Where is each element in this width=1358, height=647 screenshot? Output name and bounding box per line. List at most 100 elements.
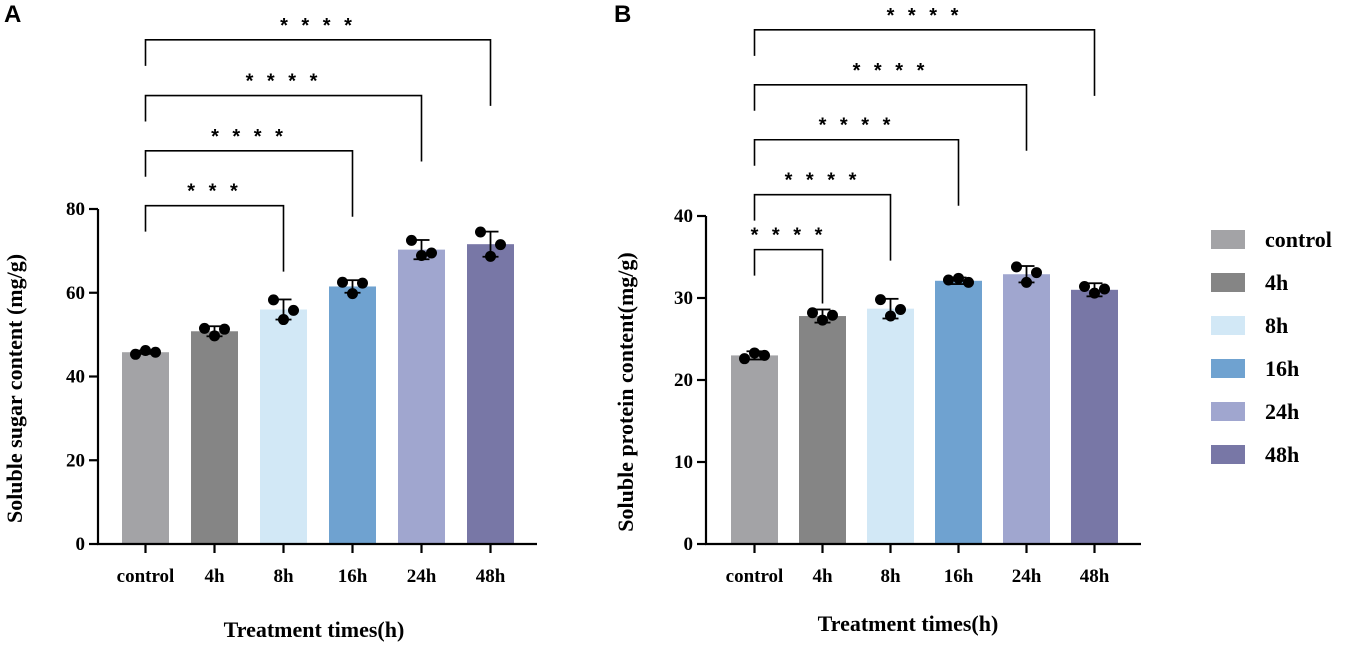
legend-label-control: control [1265,227,1332,252]
panel-a-letter: A [4,1,21,28]
legend-label-48h: 48h [1265,442,1299,467]
data-point [1079,281,1090,293]
data-point [130,348,141,360]
data-point [953,272,964,284]
data-point [1089,287,1100,299]
y-tick-label: 40 [66,367,85,388]
data-point [495,239,506,251]
data-point [337,276,348,288]
data-point [749,347,760,359]
data-point [475,226,486,238]
significance-label: * * * * [751,225,827,247]
data-point [1031,267,1042,279]
data-point [1021,276,1032,288]
significance-label: * * * [187,181,241,203]
significance-bracket [753,248,824,304]
bar-16h [329,286,376,544]
data-point [1099,283,1110,295]
panel-b-letter: B [614,1,631,28]
significance-label: * * * * [280,15,356,37]
x-tick-label: 4h [204,566,225,587]
data-point [140,345,151,357]
legend-swatch-24h [1211,402,1245,421]
data-point [963,276,974,288]
y-axis-title: Soluble protein content(mg/g) [613,252,638,531]
x-tick-label: 16h [338,566,368,587]
x-tick-label: control [117,566,175,587]
legend-swatch-8h [1211,316,1245,335]
legend: control 4h 8h 16h 24h 48h [1211,227,1332,467]
x-axis-title: Treatment times(h) [224,617,405,642]
bar-16h [935,280,982,544]
x-tick-label: 48h [1080,566,1110,587]
data-point [426,247,437,259]
bar-48h [467,244,514,545]
significance-bracket [144,149,354,217]
panel-b-chart: 0 10 20 30 40 control 4h 8h 16h 24h 48h * * * * * * … [613,5,1141,636]
significance-label: * * * * [785,170,861,192]
data-point [268,294,279,306]
x-tick-label: 8h [273,566,294,587]
x-tick-label: 8h [880,566,901,587]
y-tick-label: 20 [674,370,693,391]
data-point [485,250,496,262]
bar-8h [260,309,307,544]
data-point [199,322,210,334]
x-tick-label: 48h [476,566,506,587]
panel-a-chart: 0 20 40 60 80 control 4h 8h 16h 24h 48h * * * * * * … [2,15,537,642]
bar-control [731,355,778,544]
data-point [209,330,220,342]
significance-bracket [144,39,492,106]
y-tick-label: 60 [66,283,85,304]
data-point [416,249,427,261]
x-tick-label: 24h [407,566,437,587]
significance-label: * * * * [853,60,929,82]
data-point [278,314,289,326]
data-point [406,234,417,246]
bar-24h [1003,274,1050,544]
data-point [347,288,358,300]
data-point [885,310,896,322]
significance-bracket [144,94,423,162]
legend-swatch-16h [1211,359,1245,378]
x-tick-label: 4h [812,566,833,587]
bar-48h [1071,289,1118,544]
y-axis-title: Soluble sugar content (mg/g) [2,254,27,523]
y-tick-label: 20 [66,450,85,471]
bar-24h [398,249,445,544]
legend-swatch-4h [1211,273,1245,292]
y-tick-label: 10 [674,452,693,473]
data-point [759,349,770,361]
data-point [288,304,299,316]
significance-bracket [144,204,285,272]
data-point [807,307,818,319]
significance-label: * * * * [211,126,287,148]
x-tick-label: 24h [1012,566,1042,587]
y-tick-label: 30 [674,288,693,309]
legend-swatch-48h [1211,445,1245,464]
y-tick-label: 40 [674,206,693,227]
significance-bracket [753,84,1028,151]
data-point [1011,261,1022,273]
legend-label-4h: 4h [1265,270,1288,295]
y-tick-label: 0 [76,534,86,555]
data-point [150,346,161,358]
legend-label-8h: 8h [1265,313,1288,338]
significance-label: * * * * [246,71,322,93]
bar-4h [799,316,846,544]
x-tick-label: 16h [944,566,974,587]
data-point [817,314,828,326]
data-point [739,353,750,365]
bar-8h [867,308,914,544]
significance-label: * * * * [819,115,895,137]
significance-label: * * * * [887,5,963,27]
data-point [827,309,838,321]
y-tick-label: 80 [66,199,85,220]
data-point [357,277,368,289]
significance-bracket [753,138,960,206]
x-tick-label: control [726,566,784,587]
significance-bracket [753,193,892,261]
y-tick-label: 0 [684,534,694,555]
data-point [875,294,886,306]
